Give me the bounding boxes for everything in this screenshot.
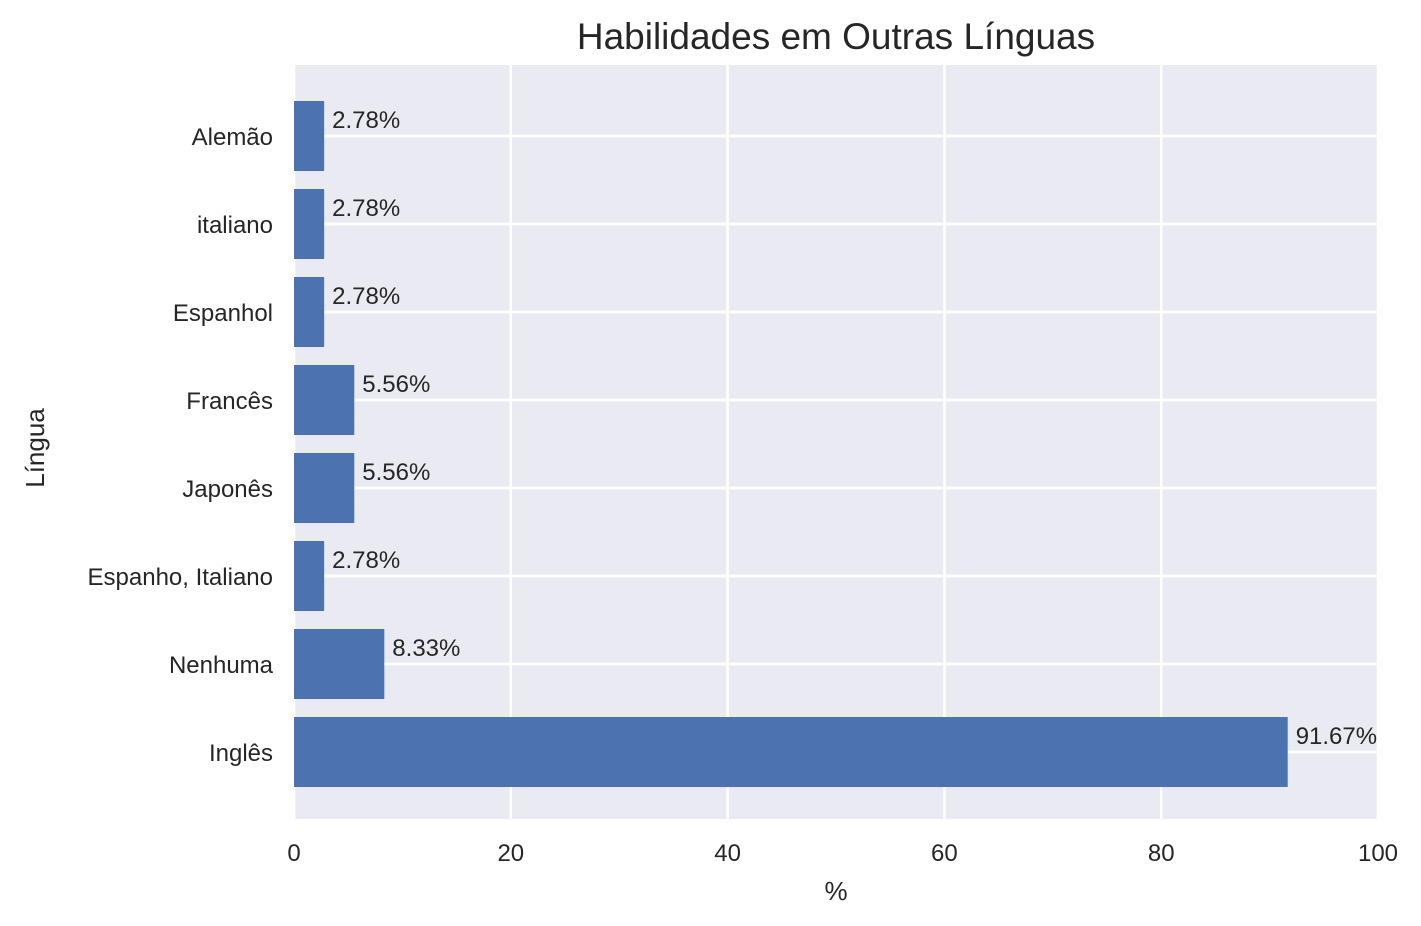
x-tick-label: 40 [714, 840, 741, 867]
y-tick-label: Japonês [182, 476, 273, 503]
y-tick-label: italiano [197, 212, 273, 239]
data-label: 5.56% [362, 459, 430, 486]
x-axis-label: % [824, 876, 847, 906]
chart-title: Habilidades em Outras Línguas [577, 16, 1095, 57]
x-tick-label: 60 [931, 840, 958, 867]
y-tick-label: Inglês [209, 740, 273, 767]
bar [294, 629, 385, 699]
x-tick-label: 80 [1148, 840, 1175, 867]
y-tick-label: Alemão [192, 124, 273, 151]
y-tick-labels: Inglês Nenhuma Espanho, Italiano Japonês Fra… [88, 124, 274, 767]
data-labels: 91.67% 8.33% 2.78% 5.56% 5.56% 2.78% 2.78% 2.78… [332, 107, 1377, 750]
bar [294, 101, 325, 171]
y-tick-label: Espanhol [173, 300, 273, 327]
y-tick-label: Francês [186, 388, 273, 415]
bars [294, 101, 1288, 787]
data-label: 2.78% [332, 107, 400, 134]
data-label: 2.78% [332, 283, 400, 310]
x-tick-label: 0 [287, 840, 300, 867]
x-tick-labels: 0 20 40 60 80 100 [287, 840, 1398, 867]
bar [294, 365, 355, 435]
bar [294, 453, 355, 523]
data-label: 8.33% [392, 635, 460, 662]
data-label: 2.78% [332, 195, 400, 222]
y-tick-label: Espanho, Italiano [88, 564, 273, 591]
data-label: 2.78% [332, 547, 400, 574]
x-tick-label: 20 [497, 840, 524, 867]
data-label: 91.67% [1296, 723, 1377, 750]
y-tick-label: Nenhuma [169, 652, 274, 679]
x-tick-label: 100 [1358, 840, 1398, 867]
y-axis-label: Língua [20, 408, 50, 488]
bar [294, 189, 325, 259]
bar [294, 277, 325, 347]
plot-area [294, 65, 1378, 819]
data-label: 5.56% [362, 371, 430, 398]
bar [294, 717, 1288, 787]
grid [292, 65, 1380, 819]
bar [294, 541, 325, 611]
